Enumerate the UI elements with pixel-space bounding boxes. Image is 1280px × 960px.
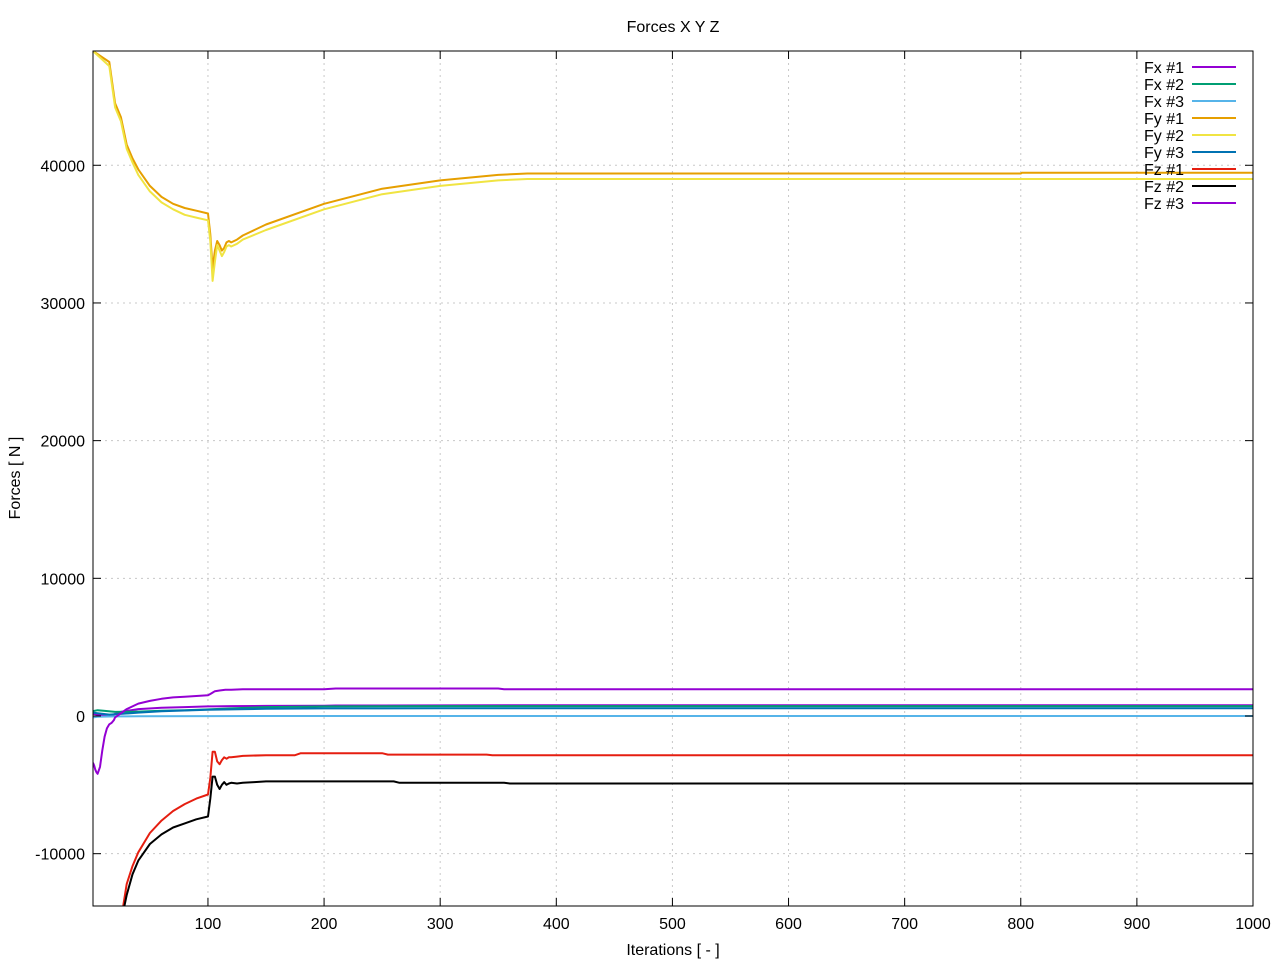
x-tick-label: 700	[891, 916, 918, 933]
y-tick-label: -10000	[35, 847, 85, 864]
legend-label: Fx #1	[1144, 60, 1184, 77]
x-tick-label: 200	[311, 916, 338, 933]
legend-item: Fx #1	[1144, 60, 1236, 77]
legend-item: Fy #3	[1144, 145, 1236, 162]
legend-label: Fy #3	[1144, 145, 1184, 162]
y-axis-label: Forces [ N ]	[7, 437, 24, 520]
y-tick-label: 30000	[41, 296, 86, 313]
legend-label: Fy #2	[1144, 128, 1184, 145]
legend-item: Fy #1	[1144, 111, 1236, 128]
legend-label: Fz #2	[1144, 179, 1184, 196]
x-tick-labels: 100 200 300 400 500 600 700 800 900 1000	[195, 916, 1271, 933]
plot-frame	[92, 50, 1254, 907]
series-line-fx-3	[93, 715, 1253, 719]
axis-ticks	[93, 51, 1254, 906]
y-tick-labels: -10000 0 10000 20000 30000 40000	[35, 158, 85, 863]
x-tick-label: 400	[543, 916, 570, 933]
legend: Fx #1Fx #2Fx #3Fy #1Fy #2Fy #3Fz #1Fz #2…	[1144, 60, 1236, 213]
x-axis-label: Iterations [ - ]	[626, 942, 719, 959]
series-line-fz-2	[123, 775, 1253, 906]
legend-item: Fx #3	[1144, 94, 1236, 111]
series-line-fy-1	[93, 51, 1253, 270]
series-line-fz-1	[122, 750, 1253, 906]
legend-item: Fz #2	[1144, 179, 1236, 196]
x-tick-label: 800	[1007, 916, 1034, 933]
legend-label: Fx #3	[1144, 94, 1184, 111]
series-line-fz-3	[93, 687, 1253, 775]
x-tick-label: 500	[659, 916, 686, 933]
x-tick-label: 1000	[1235, 916, 1271, 933]
legend-item: Fx #2	[1144, 77, 1236, 94]
x-tick-label: 300	[427, 916, 454, 933]
legend-label: Fz #1	[1144, 162, 1184, 179]
chart-title: Forces X Y Z	[627, 19, 720, 36]
legend-item: Fz #3	[1144, 196, 1236, 213]
series-lines	[93, 51, 1253, 906]
legend-item: Fz #1	[1144, 162, 1236, 179]
grid	[93, 51, 1253, 906]
legend-item: Fy #2	[1144, 128, 1236, 145]
series-line-fy-3	[93, 707, 1253, 716]
y-tick-label: 10000	[41, 571, 86, 588]
legend-label: Fy #1	[1144, 111, 1184, 128]
y-tick-label: 20000	[41, 434, 86, 451]
y-tick-label: 40000	[41, 158, 86, 175]
x-tick-label: 100	[195, 916, 222, 933]
x-tick-label: 600	[775, 916, 802, 933]
y-tick-label: 0	[76, 709, 85, 726]
series-line-fy-2	[93, 51, 1253, 282]
legend-label: Fx #2	[1144, 77, 1184, 94]
x-tick-label: 900	[1124, 916, 1151, 933]
legend-label: Fz #3	[1144, 196, 1184, 213]
